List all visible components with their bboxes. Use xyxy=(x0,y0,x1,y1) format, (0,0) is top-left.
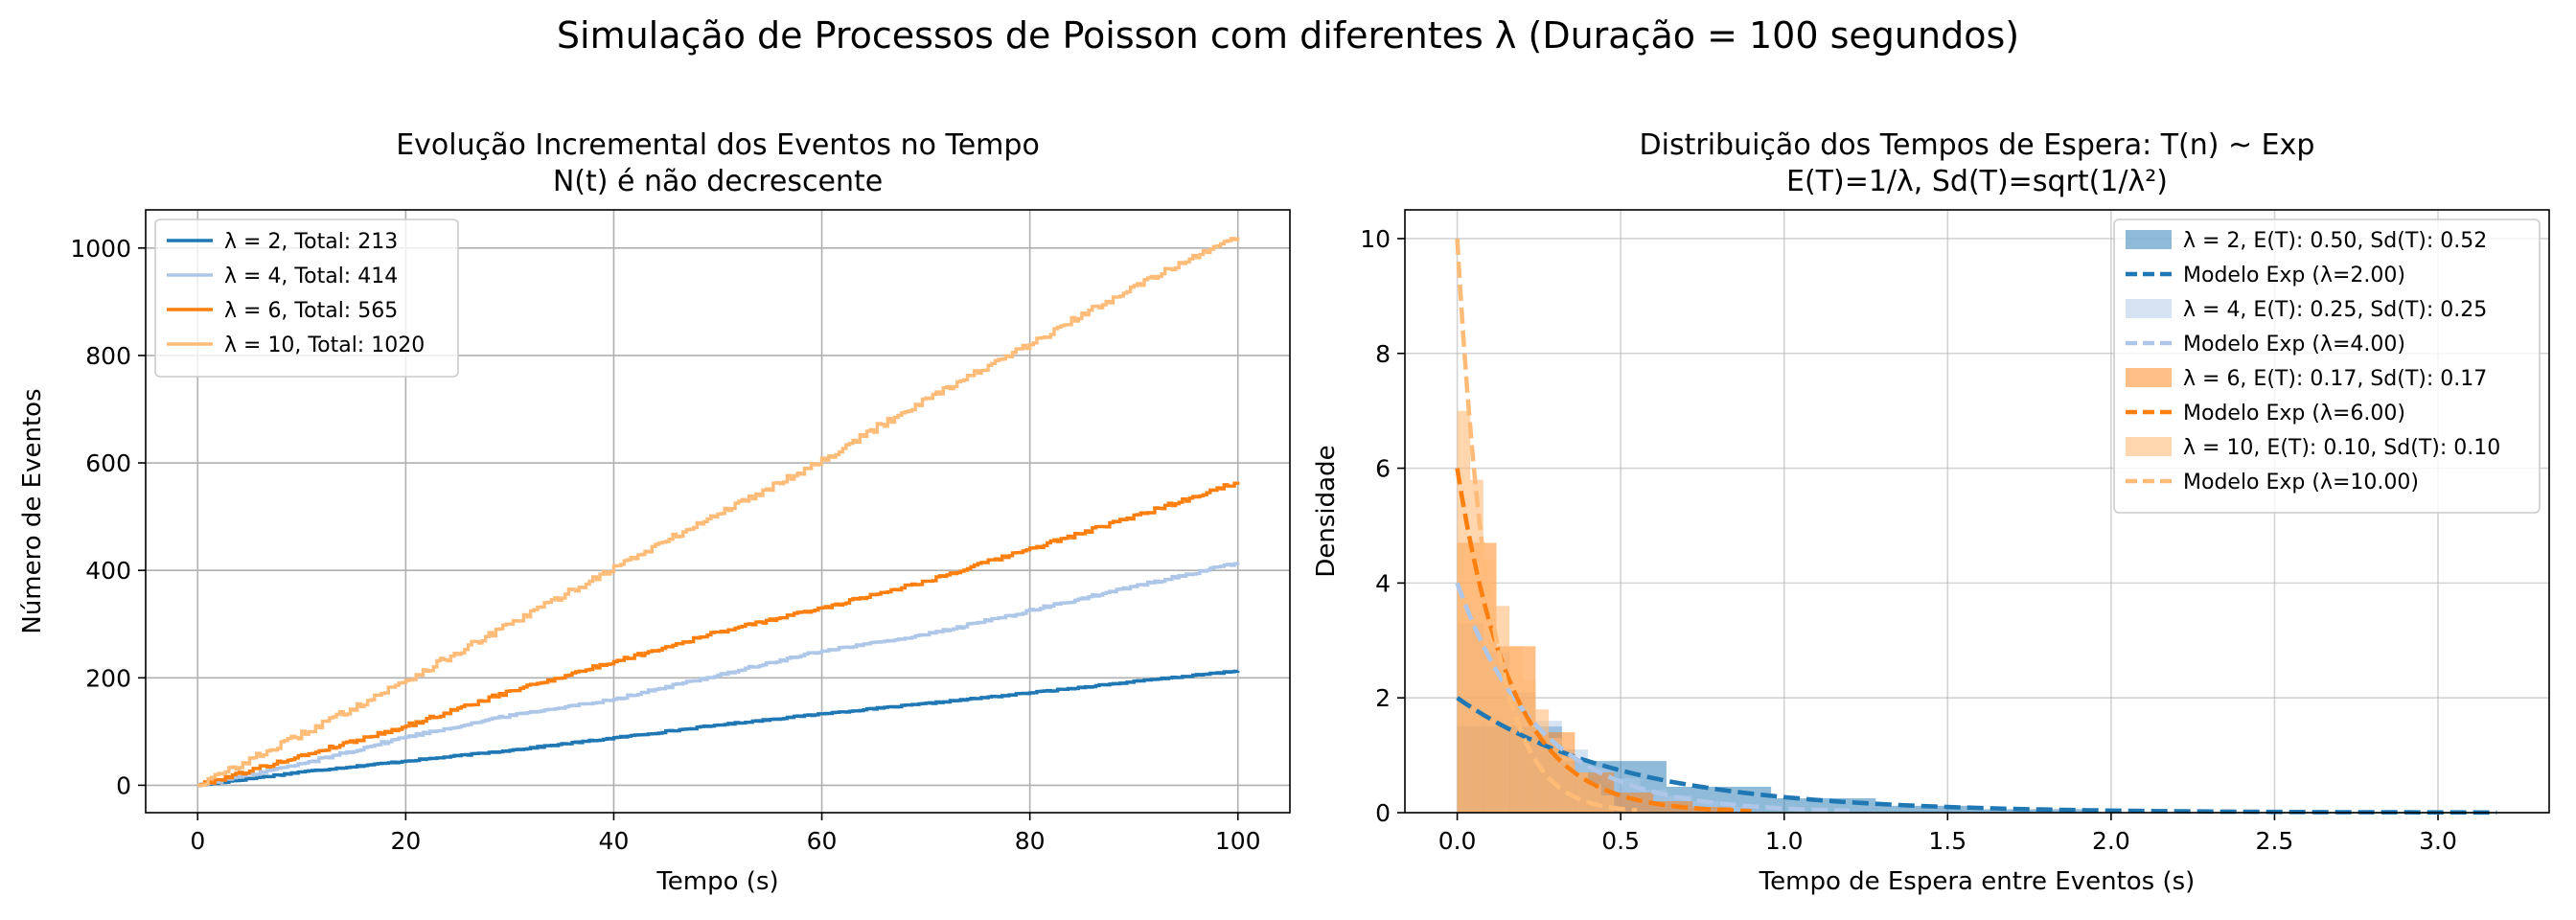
x-tick-label: 0.5 xyxy=(1601,827,1640,855)
model-curve xyxy=(1455,238,1638,813)
chart-title: Evolução Incremental dos Eventos no Temp… xyxy=(396,128,1040,162)
legend-label: Modelo Exp (λ=10.00) xyxy=(2183,471,2419,494)
model-curve xyxy=(1455,582,1851,814)
legend-label: λ = 6, Total: 565 xyxy=(224,299,398,323)
legend-label: λ = 10, Total: 1020 xyxy=(224,334,425,357)
x-axis-label: Tempo (s) xyxy=(656,867,778,896)
y-tick-label: 400 xyxy=(85,557,131,585)
histogram-bar xyxy=(1509,646,1523,813)
x-tick-label: 3.0 xyxy=(2419,827,2457,855)
legend-label: λ = 4, E(T): 0.25, Sd(T): 0.25 xyxy=(2183,298,2487,322)
histogram-bar xyxy=(1496,606,1510,813)
y-tick-label: 0 xyxy=(116,771,131,799)
suptitle: Simulação de Processos de Poisson com di… xyxy=(556,14,2020,57)
histogram-bar xyxy=(1692,807,1733,813)
x-tick-label: 20 xyxy=(390,827,421,855)
series-line xyxy=(197,562,1240,788)
x-tick-label: 40 xyxy=(599,827,630,855)
series-line xyxy=(197,237,1240,788)
legend-label: λ = 2, E(T): 0.50, Sd(T): 0.52 xyxy=(2183,229,2487,253)
legend-label: Modelo Exp (λ=4.00) xyxy=(2183,333,2405,356)
y-tick-label: 2 xyxy=(1375,684,1391,712)
y-axis-label: Número de Eventos xyxy=(18,388,47,633)
y-tick-label: 1000 xyxy=(70,235,131,263)
histogram-bar xyxy=(1561,755,1576,813)
y-tick-label: 600 xyxy=(85,449,131,477)
legend-label: Modelo Exp (λ=2.00) xyxy=(2183,264,2405,288)
y-tick-label: 200 xyxy=(85,664,131,692)
series-lines xyxy=(197,237,1240,788)
legend-label: λ = 2, Total: 213 xyxy=(224,230,398,254)
legend-swatch xyxy=(2126,230,2172,249)
model-curve xyxy=(1455,468,1752,814)
x-tick-label: 0.0 xyxy=(1438,827,1477,855)
y-tick-label: 6 xyxy=(1375,455,1391,483)
x-tick-label: 2.5 xyxy=(2256,827,2294,855)
histogram-bar xyxy=(1588,784,1601,813)
grid-lines xyxy=(146,210,1290,813)
legend: λ = 2, Total: 213 λ = 4, Total: 414 λ = 6,… xyxy=(154,218,459,378)
legend-box xyxy=(2113,218,2541,514)
legend-box xyxy=(154,218,459,378)
legend-label: λ = 10, E(T): 0.10, Sd(T): 0.10 xyxy=(2183,436,2500,460)
x-tick-label: 80 xyxy=(1015,827,1046,855)
y-tick-label: 8 xyxy=(1375,340,1391,368)
y-tick-label: 4 xyxy=(1375,569,1391,597)
legend-label: λ = 4, Total: 414 xyxy=(224,264,398,288)
y-axis-label: Densidade xyxy=(1312,445,1341,577)
legend-swatch xyxy=(2126,437,2172,456)
x-tick-label: 100 xyxy=(1215,827,1261,855)
histogram-bar xyxy=(1600,795,1615,813)
legend-swatch xyxy=(2126,299,2172,318)
legend-swatch xyxy=(2126,368,2172,387)
x-tick-label: 2.0 xyxy=(2092,827,2130,855)
series-line xyxy=(197,481,1240,788)
histogram-bar xyxy=(1457,410,1471,813)
y-tick-label: 0 xyxy=(1375,799,1391,827)
histogram-bar xyxy=(1575,772,1588,813)
chart-subtitle: E(T)=1/λ, Sd(T)=sqrt(1/λ²) xyxy=(1786,165,2168,198)
y-tick-label: 10 xyxy=(1360,225,1391,253)
chart-title: Distribuição dos Tempos de Espera: T(n) … xyxy=(1640,128,2315,162)
legend: λ = 2, E(T): 0.50, Sd(T): 0.52 Modelo Exp… xyxy=(2113,218,2541,514)
x-tick-label: 0 xyxy=(190,827,205,855)
histogram-bars xyxy=(1457,410,2085,813)
plot-frame xyxy=(145,209,1291,814)
x-tick-label: 1.0 xyxy=(1765,827,1804,855)
histogram-bar xyxy=(1980,809,2085,813)
y-tick-label: 800 xyxy=(85,342,131,370)
chart-waiting-times: Distribuição dos Tempos de Espera: T(n) … xyxy=(1312,128,2550,896)
x-axis-label: Tempo de Espera entre Eventos (s) xyxy=(1759,867,2196,896)
histogram-bar xyxy=(1875,805,1981,813)
chart-event-counts: Evolução Incremental dos Eventos no Temp… xyxy=(18,128,1291,896)
x-tick-label: 1.5 xyxy=(1928,827,1966,855)
x-tick-label: 60 xyxy=(807,827,838,855)
plot-frame xyxy=(1404,209,2550,814)
chart-subtitle: N(t) é não decrescente xyxy=(553,165,883,198)
histogram-bar xyxy=(1483,560,1497,813)
legend-label: λ = 6, E(T): 0.17, Sd(T): 0.17 xyxy=(2183,367,2487,391)
series-line xyxy=(197,669,1240,788)
legend-label: Modelo Exp (λ=6.00) xyxy=(2183,402,2405,426)
